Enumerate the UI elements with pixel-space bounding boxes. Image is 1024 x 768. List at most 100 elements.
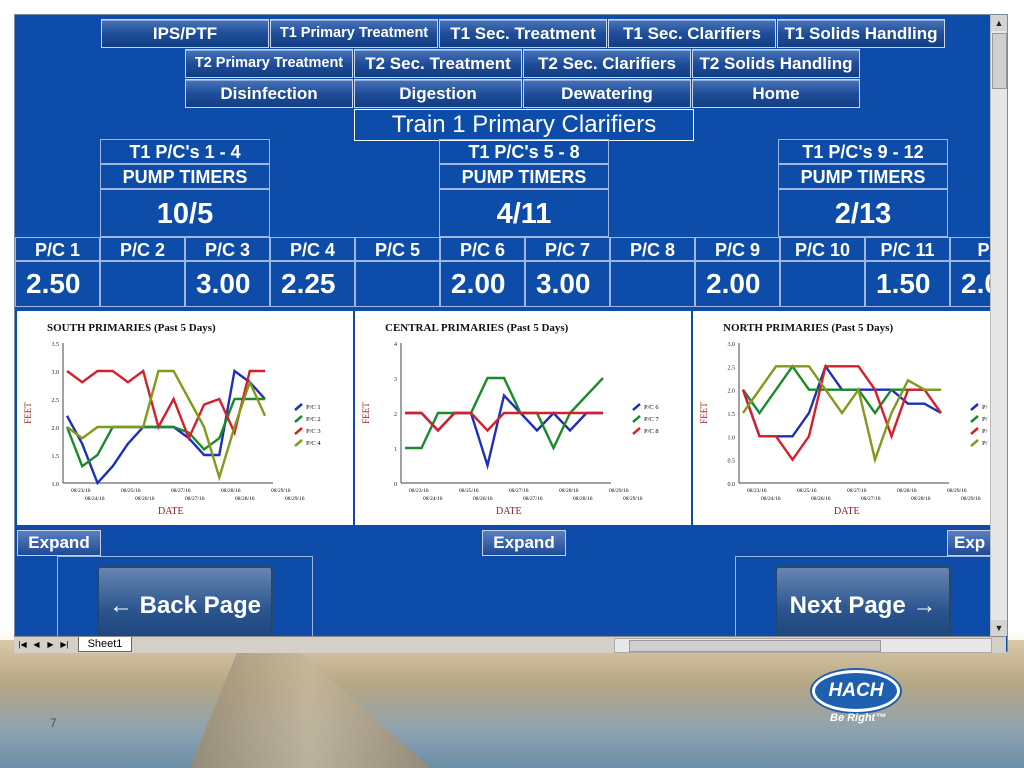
y-tick-label: 2.5 [52, 398, 60, 404]
logo-tagline: Be Right™ [830, 712, 887, 724]
nav-t2-solids-handling[interactable]: T2 Solids Handling [692, 49, 860, 78]
legend-swatch [970, 415, 979, 423]
scroll-thumb[interactable] [992, 33, 1007, 89]
back-page-frame [57, 556, 313, 651]
back-page-button[interactable]: ← Back Page [97, 566, 273, 646]
y-axis-label: FEET [23, 402, 33, 424]
x-tick-label: 08/24/16 [423, 496, 443, 502]
pc-value-9: 2.00 [695, 261, 780, 307]
timer-group-2-sub: PUMP TIMERS [439, 164, 609, 189]
pc-header-8: P/C 8 [610, 237, 695, 261]
nav-t1-sec-clarifiers[interactable]: T1 Sec. Clarifiers [608, 19, 776, 48]
x-tick-label: 08/28/16 [235, 496, 255, 502]
pc-header-3: P/C 3 [185, 237, 270, 261]
tab-sheet1[interactable]: Sheet1 [78, 637, 132, 652]
x-tick-label: 08/27/16 [185, 496, 205, 502]
legend-swatch [970, 427, 979, 435]
x-tick-label: 08/26/16 [135, 496, 155, 502]
chart-north-svg: NORTH PRIMARIES (Past 5 Days) 3.0 2.5 2.0 1.… [699, 322, 988, 517]
chart-north-primaries: NORTH PRIMARIES (Past 5 Days) 3.0 2.5 2.0 1.… [693, 311, 1007, 525]
h-scroll-thumb[interactable] [629, 640, 881, 652]
x-axis-label: DATE [834, 506, 860, 517]
y-tick-label: 0.5 [728, 459, 736, 465]
tab-next-icon[interactable]: ▶ [47, 640, 54, 649]
chart-central-svg: CENTRAL PRIMARIES (Past 5 Days) 4 3 2 1 0 FEET… [361, 322, 659, 517]
x-tick-label: 08/24/16 [85, 496, 105, 502]
nav-ips-ptf[interactable]: IPS/PTF [101, 19, 269, 48]
hach-logo: HACH [812, 670, 900, 712]
nav-t1-solids-handling[interactable]: T1 Solids Handling [777, 19, 945, 48]
legend-swatch [294, 415, 303, 423]
series-line-4 [742, 365, 941, 464]
nav-t2-sec-clarifiers[interactable]: T2 Sec. Clarifiers [523, 49, 691, 78]
x-tick-label: 08/28/16 [221, 488, 241, 494]
timer-group-1-label: T1 P/C's 1 - 4 [100, 139, 270, 164]
pc-value-10 [780, 261, 865, 307]
legend-swatch [970, 403, 979, 411]
nav-digestion[interactable]: Digestion [354, 79, 522, 108]
x-tick-label: 08/29/16 [961, 496, 981, 502]
nav-disinfection[interactable]: Disinfection [185, 79, 353, 108]
scroll-down-icon[interactable]: ▼ [991, 620, 1007, 636]
nav-dewatering[interactable]: Dewatering [523, 79, 691, 108]
pc-value-8 [610, 261, 695, 307]
x-tick-label: 08/25/16 [797, 488, 817, 494]
y-tick-label: 1 [394, 447, 397, 453]
expand-button-north[interactable]: Exp [947, 530, 1005, 556]
nav-home[interactable]: Home [692, 79, 860, 108]
expand-button-central[interactable]: Expand [482, 530, 566, 556]
vertical-scrollbar[interactable]: ▲ ▼ [990, 15, 1007, 636]
timer-group-2-value: 4/11 [439, 189, 609, 237]
nav-t1-sec-treatment[interactable]: T1 Sec. Treatment [439, 19, 607, 48]
y-tick-label: 1.5 [52, 454, 60, 460]
x-axis-label: DATE [158, 506, 184, 517]
scroll-up-icon[interactable]: ▲ [991, 15, 1007, 31]
next-page-button[interactable]: Next Page → [775, 566, 951, 646]
horizontal-scrollbar[interactable] [614, 638, 992, 653]
tab-last-icon[interactable]: ▶| [60, 640, 69, 649]
tab-first-icon[interactable]: |◀ [18, 640, 27, 649]
nav-t2-sec-treatment[interactable]: T2 Sec. Treatment [354, 49, 522, 78]
nav-t2-primary-treatment[interactable]: T2 Primary Treatment [185, 49, 353, 78]
pc-value-5 [355, 261, 440, 307]
chart-south-svg: SOUTH PRIMARIES (Past 5 Days) 3.5 3.0 2.5 2.… [23, 322, 321, 517]
x-tick-label: 08/28/16 [573, 496, 593, 502]
chart-central-primaries: CENTRAL PRIMARIES (Past 5 Days) 4 3 2 1 0 FEET… [355, 311, 691, 525]
timer-group-2-label: T1 P/C's 5 - 8 [439, 139, 609, 164]
x-tick-label: 08/23/16 [71, 488, 91, 494]
legend-label: P/ [982, 440, 988, 447]
timer-group-1-value: 10/5 [100, 189, 270, 237]
x-tick-label: 08/27/16 [523, 496, 543, 502]
x-tick-label: 08/25/16 [459, 488, 479, 494]
y-tick-label: 2 [394, 412, 397, 418]
series-line-1 [405, 393, 603, 471]
pc-value-7: 3.00 [525, 261, 610, 307]
legend-label: P/ [982, 404, 988, 411]
timer-group-3-sub: PUMP TIMERS [778, 164, 948, 189]
pc-value-11: 1.50 [865, 261, 950, 307]
x-tick-label: 08/24/16 [761, 496, 781, 502]
x-tick-label: 08/26/16 [811, 496, 831, 502]
pc-header-5: P/C 5 [355, 237, 440, 261]
pc-header-1: P/C 1 [15, 237, 100, 261]
x-tick-label: 08/23/16 [409, 488, 429, 494]
pc-header-7: P/C 7 [525, 237, 610, 261]
pc-value-6: 2.00 [440, 261, 525, 307]
chart-title: NORTH PRIMARIES (Past 5 Days) [723, 322, 893, 334]
x-tick-label: 08/23/16 [747, 488, 767, 494]
series-line-4 [66, 369, 267, 482]
legend-swatch [632, 427, 641, 435]
x-tick-label: 08/25/16 [121, 488, 141, 494]
x-tick-label: 08/26/16 [473, 496, 493, 502]
nav-t1-primary-treatment[interactable]: T1 Primary Treatment [270, 19, 438, 48]
legend-swatch [294, 403, 303, 411]
y-tick-label: 4 [394, 342, 397, 348]
expand-button-south[interactable]: Expand [17, 530, 101, 556]
legend-label: P/C 4 [306, 440, 321, 447]
spreadsheet-window: IPS/PTF T1 Primary Treatment T1 Sec. Tre… [14, 14, 1008, 652]
slide-number: 7 [50, 716, 57, 730]
pc-header-11: P/C 11 [865, 237, 950, 261]
x-axis-label: DATE [496, 506, 522, 517]
tab-prev-icon[interactable]: ◀ [33, 640, 40, 649]
chart-title: SOUTH PRIMARIES (Past 5 Days) [47, 322, 216, 334]
